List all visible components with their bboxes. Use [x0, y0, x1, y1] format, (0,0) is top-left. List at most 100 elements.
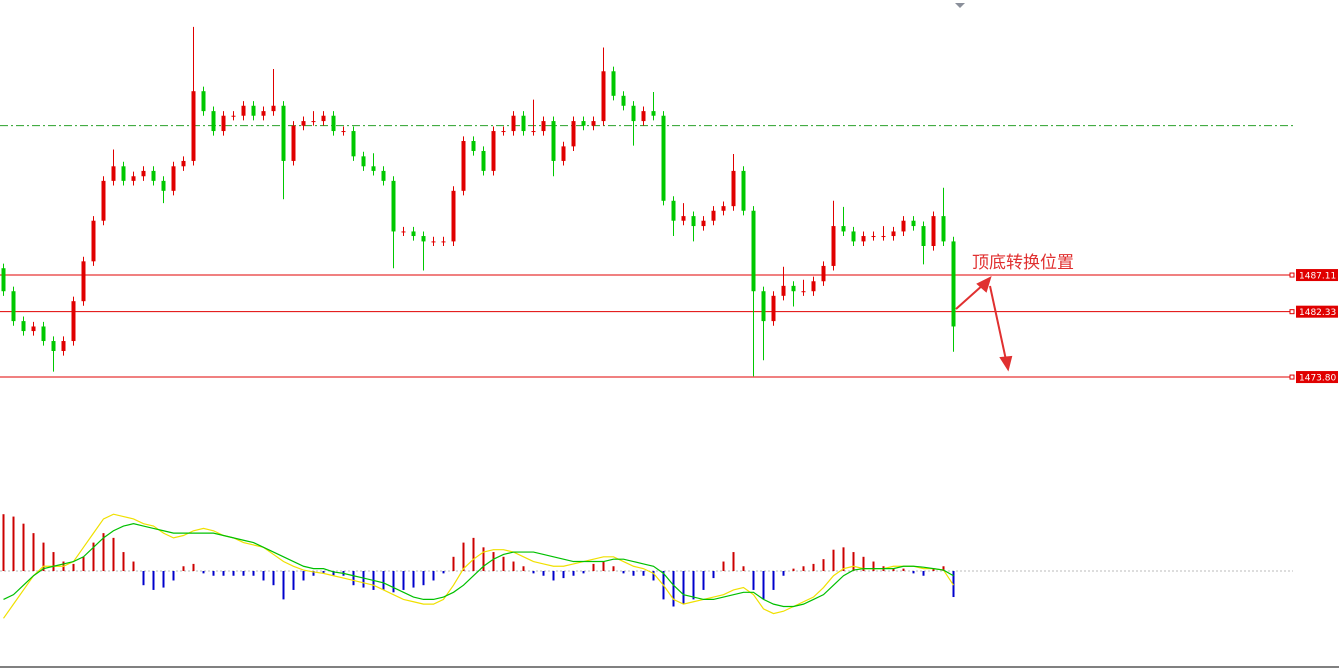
candle-body — [421, 236, 426, 242]
level-label: 1487.11 — [1299, 272, 1336, 282]
candle-body — [151, 170, 156, 181]
candle-body — [481, 150, 486, 171]
level-handle — [1289, 309, 1295, 315]
candle-body — [681, 216, 686, 221]
candle-body — [491, 131, 496, 171]
level-label: 1473.80 — [1299, 374, 1336, 384]
candle-body — [781, 285, 786, 296]
candle-body — [121, 166, 126, 181]
candle-body — [821, 265, 826, 282]
candle-body — [111, 166, 116, 181]
candle-body — [891, 231, 896, 237]
candle-body — [511, 115, 516, 132]
candle-body — [31, 326, 36, 332]
candle-body — [551, 121, 556, 161]
arrow-head — [976, 276, 992, 293]
candle-body — [131, 176, 136, 181]
candle-body — [331, 115, 336, 132]
candle-body — [141, 170, 146, 177]
candle-body — [401, 231, 406, 233]
candle-body — [861, 236, 866, 242]
candle-body — [181, 160, 186, 167]
level-label-bg — [1296, 305, 1338, 318]
candle-body — [831, 226, 836, 266]
candle-body — [711, 210, 716, 221]
candle-body — [391, 180, 396, 232]
candle-body — [501, 131, 506, 133]
candle-body — [371, 166, 376, 171]
candle-body — [571, 121, 576, 147]
candle-body — [81, 261, 86, 302]
candle-body — [541, 121, 546, 132]
candle-body — [161, 180, 166, 191]
candle-body — [91, 220, 96, 262]
candle-body — [531, 131, 536, 133]
candle-body — [741, 170, 746, 211]
candle-body — [301, 121, 306, 126]
candle-body — [11, 291, 16, 322]
candle-body — [411, 231, 416, 237]
candle-body — [941, 216, 946, 242]
candle-body — [521, 115, 526, 132]
macd-dif-line — [3, 513, 955, 619]
level-handle — [1289, 272, 1295, 278]
candle-body — [321, 115, 326, 122]
candle-body — [21, 321, 26, 332]
candle-body — [431, 241, 436, 243]
candle-body — [761, 291, 766, 322]
arrow-down — [989, 285, 1007, 361]
candle-body — [51, 341, 56, 351]
candle-body — [251, 105, 256, 116]
candle-body — [451, 190, 456, 242]
candle-body — [41, 326, 46, 342]
candle-body — [911, 220, 916, 227]
candle-body — [951, 241, 956, 327]
macd-dea-line — [3, 523, 954, 608]
candle-body — [351, 131, 356, 157]
candle-body — [641, 111, 646, 122]
candle-body — [281, 105, 286, 161]
level-handle — [1289, 374, 1295, 380]
candle-body — [771, 295, 776, 322]
candle-body — [931, 216, 936, 247]
level-label-bg — [1296, 371, 1338, 384]
candle-body — [671, 200, 676, 221]
candle-body — [621, 95, 626, 106]
candle-body — [611, 71, 616, 96]
candle-body — [221, 115, 226, 132]
candle-body — [441, 241, 446, 243]
candle-body — [871, 236, 876, 238]
candle-body — [381, 170, 386, 181]
candle-body — [921, 226, 926, 247]
candle-body — [101, 180, 106, 221]
level-label: 1482.33 — [1299, 308, 1336, 318]
candle-body — [601, 71, 606, 122]
candle-body — [71, 301, 76, 342]
candle-body — [61, 341, 66, 351]
candle-body — [361, 156, 366, 167]
annotation: 顶底转换位置 — [972, 253, 1074, 273]
candle-body — [171, 166, 176, 191]
candle-body — [661, 115, 666, 201]
candle-body — [461, 141, 466, 191]
candle-body — [901, 220, 906, 232]
candle-body — [1, 268, 6, 292]
candle-body — [801, 291, 806, 293]
candle-body — [201, 91, 206, 112]
arrows — [955, 276, 1013, 372]
candle-body — [731, 170, 736, 207]
candle-body — [271, 105, 276, 112]
candle-body — [841, 226, 846, 232]
candle-body — [261, 111, 266, 116]
candle-body — [691, 216, 696, 227]
candle-body — [651, 111, 656, 116]
arrow-up — [955, 283, 985, 310]
candle-body — [881, 236, 886, 238]
scroll-marker — [955, 3, 965, 8]
candle-body — [721, 206, 726, 211]
candle-body — [231, 115, 236, 117]
candle-body — [631, 105, 636, 122]
candle-body — [241, 105, 246, 116]
candle-body — [561, 146, 566, 161]
